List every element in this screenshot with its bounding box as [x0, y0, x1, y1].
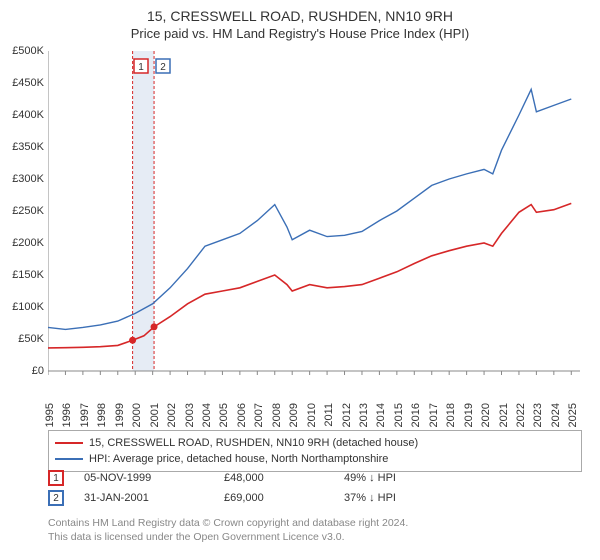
- x-tick-label: 2009: [288, 403, 300, 427]
- x-tick-label: 2000: [131, 403, 143, 427]
- y-tick-label: £100K: [12, 301, 44, 313]
- y-tick-label: £0: [32, 365, 44, 377]
- x-tick-label: 2022: [515, 403, 527, 427]
- y-tick-label: £50K: [18, 333, 44, 345]
- x-tick-label: 2010: [306, 403, 318, 427]
- transaction-row: 2 31-JAN-2001£69,00037% ↓ HPI: [48, 488, 582, 508]
- footer-line2: This data is licensed under the Open Gov…: [48, 530, 582, 544]
- x-tick-label: 1995: [44, 403, 56, 427]
- transaction-price: £48,000: [224, 472, 344, 484]
- x-tick-label: 2004: [201, 403, 213, 427]
- x-tick-label: 2023: [532, 403, 544, 427]
- transaction-diff: 37% ↓ HPI: [344, 492, 464, 504]
- y-tick-label: £450K: [12, 77, 44, 89]
- x-tick-label: 2011: [323, 403, 335, 427]
- x-tick-label: 2019: [463, 403, 475, 427]
- transaction-date: 05-NOV-1999: [84, 472, 224, 484]
- x-tick-label: 2008: [271, 403, 283, 427]
- x-tick-label: 2021: [498, 403, 510, 427]
- transaction-diff: 49% ↓ HPI: [344, 472, 464, 484]
- y-tick-label: £500K: [12, 45, 44, 57]
- transaction-date: 31-JAN-2001: [84, 492, 224, 504]
- x-tick-label: 2007: [253, 403, 265, 427]
- x-tick-label: 2024: [550, 403, 562, 427]
- x-tick-label: 2020: [480, 403, 492, 427]
- x-tick-label: 1999: [114, 403, 126, 427]
- x-tick-label: 2002: [166, 403, 178, 427]
- x-tick-label: 2003: [184, 403, 196, 427]
- legend-swatch: [55, 442, 83, 444]
- title-main: 15, CRESSWELL ROAD, RUSHDEN, NN10 9RH: [0, 8, 600, 24]
- y-tick-label: £400K: [12, 109, 44, 121]
- transaction-marker: 1: [48, 470, 64, 486]
- legend: 15, CRESSWELL ROAD, RUSHDEN, NN10 9RH (d…: [48, 430, 582, 472]
- svg-text:1: 1: [138, 62, 144, 73]
- legend-label: HPI: Average price, detached house, Nort…: [89, 453, 388, 465]
- x-tick-label: 2013: [358, 403, 370, 427]
- x-tick-label: 1997: [79, 403, 91, 427]
- y-tick-label: £150K: [12, 269, 44, 281]
- legend-swatch: [55, 458, 83, 460]
- footer-line1: Contains HM Land Registry data © Crown c…: [48, 516, 582, 530]
- transaction-price: £69,000: [224, 492, 344, 504]
- x-tick-label: 2001: [149, 403, 161, 427]
- title-sub: Price paid vs. HM Land Registry's House …: [0, 26, 600, 41]
- x-tick-label: 2018: [445, 403, 457, 427]
- x-tick-label: 2015: [393, 403, 405, 427]
- transaction-row: 1 05-NOV-1999£48,00049% ↓ HPI: [48, 468, 582, 488]
- x-tick-label: 2014: [375, 403, 387, 427]
- legend-item: 15, CRESSWELL ROAD, RUSHDEN, NN10 9RH (d…: [55, 435, 575, 451]
- x-tick-label: 2016: [410, 403, 422, 427]
- y-tick-label: £200K: [12, 237, 44, 249]
- chart-titles: 15, CRESSWELL ROAD, RUSHDEN, NN10 9RH Pr…: [0, 0, 600, 41]
- y-tick-label: £300K: [12, 173, 44, 185]
- x-tick-label: 2012: [341, 403, 353, 427]
- transactions-table: 1 05-NOV-1999£48,00049% ↓ HPI 2 31-JAN-2001…: [48, 468, 582, 508]
- chart-area: 12 £0£50K£100K£150K£200K£250K£300K£350K£…: [48, 51, 580, 399]
- legend-label: 15, CRESSWELL ROAD, RUSHDEN, NN10 9RH (d…: [89, 437, 418, 449]
- legend-item: HPI: Average price, detached house, Nort…: [55, 451, 575, 467]
- x-tick-label: 1996: [61, 403, 73, 427]
- x-tick-label: 1998: [96, 403, 108, 427]
- footer-attribution: Contains HM Land Registry data © Crown c…: [48, 516, 582, 544]
- svg-text:2: 2: [160, 62, 166, 73]
- x-tick-label: 2017: [428, 403, 440, 427]
- line-chart-svg: 12: [48, 51, 580, 399]
- y-tick-label: £250K: [12, 205, 44, 217]
- y-tick-label: £350K: [12, 141, 44, 153]
- x-tick-label: 2005: [218, 403, 230, 427]
- x-tick-label: 2006: [236, 403, 248, 427]
- transaction-marker: 2: [48, 490, 64, 506]
- x-tick-label: 2025: [567, 403, 579, 427]
